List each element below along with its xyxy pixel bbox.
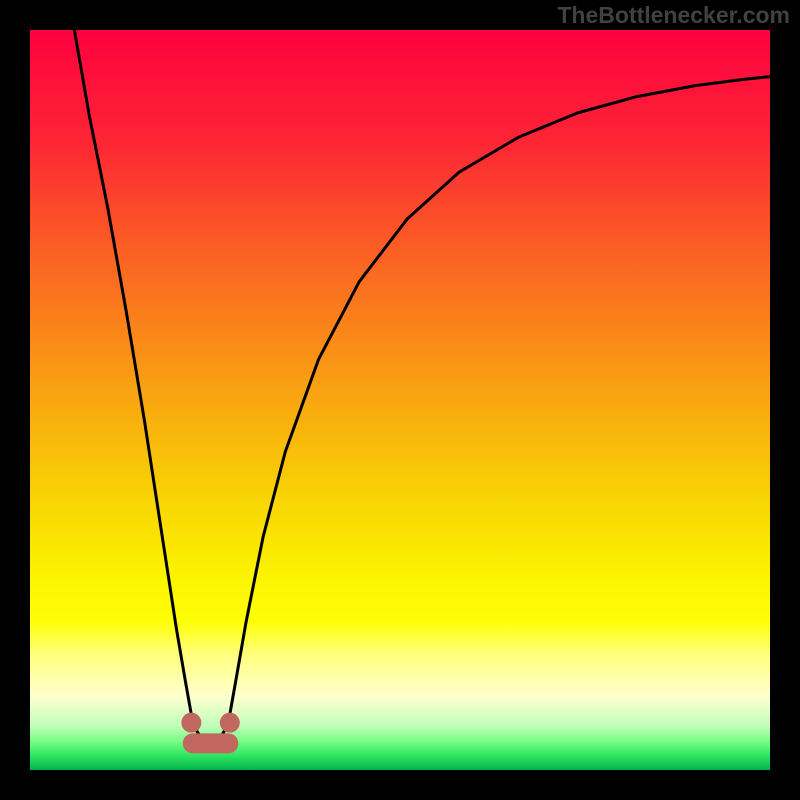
bottleneck-curve (74, 30, 770, 742)
dip-marker-left (181, 713, 201, 733)
dip-marker-right (220, 713, 240, 733)
chart-plot-area (30, 30, 770, 770)
chart-svg (30, 30, 770, 770)
watermark-text: TheBottlenecker.com (557, 2, 790, 29)
chart-frame: TheBottlenecker.com (0, 0, 800, 800)
